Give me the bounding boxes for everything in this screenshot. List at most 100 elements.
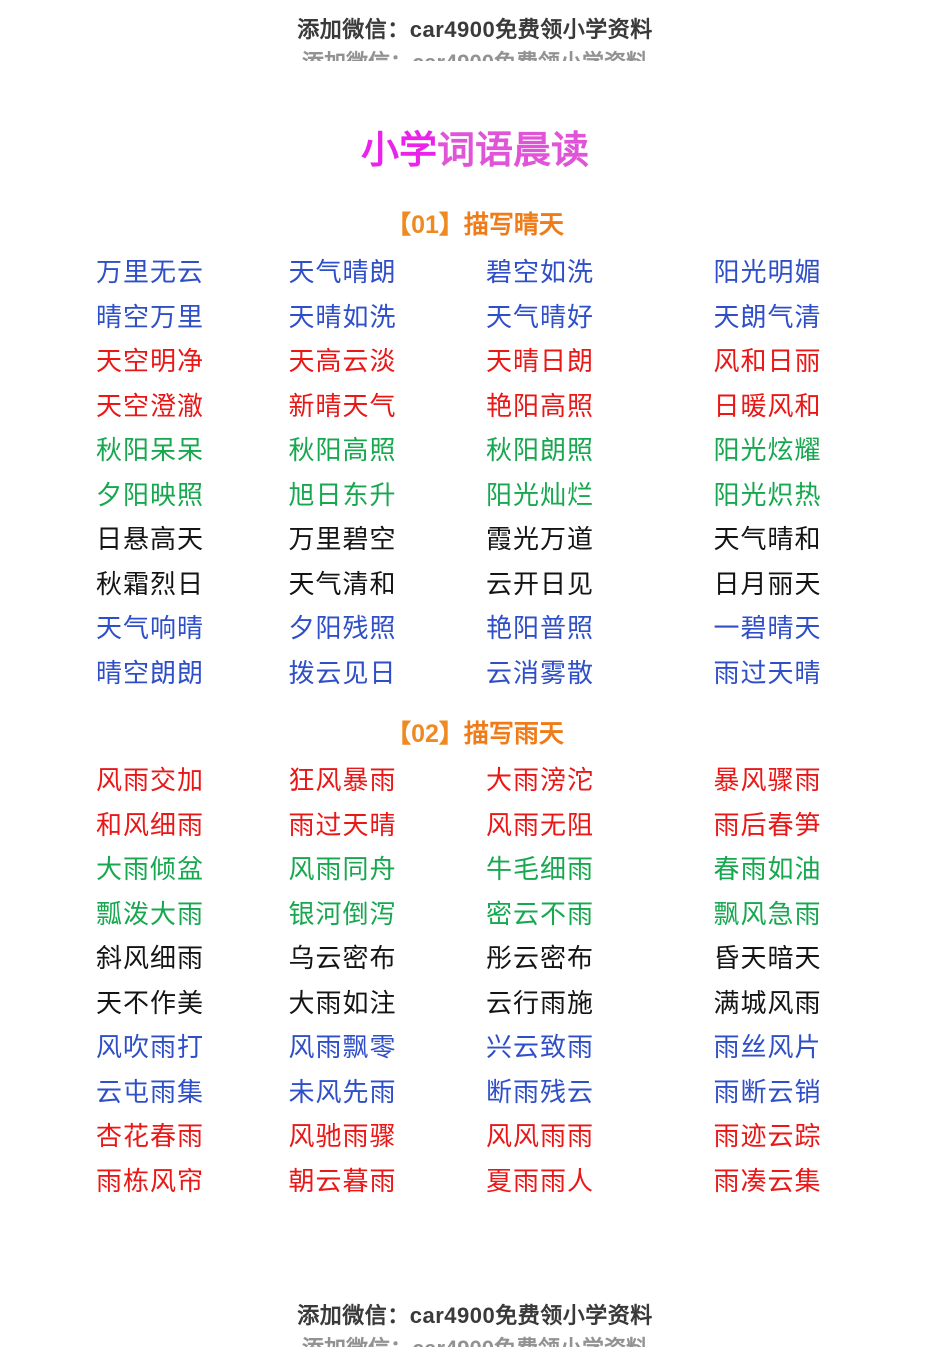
word-cell: 阳光明媚: [713, 257, 822, 288]
word-cell: 天气清和: [288, 568, 397, 599]
word-cell: 旭日东升: [288, 479, 397, 510]
word-cell: 秋阳朗照: [485, 435, 594, 466]
word-cell: 日月丽天: [713, 568, 822, 599]
word-cell: 风和日丽: [713, 346, 822, 377]
promo-footer-ghost: 添加微信：car4900免费领小学资料: [0, 1336, 950, 1347]
word-cell: 风雨交加: [95, 765, 204, 796]
word-row: 天空澄澈 新晴天气 艳阳高照 日暖风和: [55, 384, 895, 429]
word-row: 日悬高天 万里碧空 霞光万道 天气晴和: [55, 517, 895, 562]
word-cell: 秋阳高照: [288, 435, 397, 466]
word-cell: 雨凑云集: [713, 1165, 822, 1196]
word-grid-01: 万里无云 天气晴朗 碧空如洗 阳光明媚 晴空万里 天晴如洗 天气晴好 天朗气清 …: [55, 250, 895, 695]
word-cell: 雨迹云踪: [713, 1121, 822, 1152]
word-cell: 彤云密布: [485, 943, 594, 974]
word-cell: 晴空万里: [95, 301, 204, 332]
word-cell: 未风先雨: [288, 1076, 397, 1107]
word-cell: 新晴天气: [288, 390, 397, 421]
word-row: 风吹雨打 风雨飘零 兴云致雨 雨丝风片: [55, 1025, 895, 1070]
word-cell: 风吹雨打: [95, 1032, 204, 1063]
word-cell: 一碧晴天: [713, 613, 822, 644]
word-row: 瓢泼大雨 银河倒泻 密云不雨 飘风急雨: [55, 892, 895, 937]
word-cell: 风雨同舟: [288, 854, 397, 885]
word-cell: 碧空如洗: [485, 257, 594, 288]
word-cell: 雨丝风片: [713, 1032, 822, 1063]
word-cell: 阳光灿烂: [485, 479, 594, 510]
word-cell: 风驰雨骤: [288, 1121, 397, 1152]
word-cell: 雨栋风帘: [95, 1165, 204, 1196]
word-cell: 朝云暮雨: [288, 1165, 397, 1196]
word-cell: 艳阳高照: [485, 390, 594, 421]
word-row: 风雨交加 狂风暴雨 大雨滂沱 暴风骤雨: [55, 758, 895, 803]
word-cell: 云屯雨集: [95, 1076, 204, 1107]
word-row: 斜风细雨 乌云密布 彤云密布 昏天暗天: [55, 936, 895, 981]
word-row: 万里无云 天气晴朗 碧空如洗 阳光明媚: [55, 250, 895, 295]
word-row: 晴空朗朗 拨云见日 云消雾散 雨过天晴: [55, 651, 895, 696]
promo-header-ghost-text: 添加微信：car4900免费领小学资料: [302, 50, 648, 61]
word-cell: 狂风暴雨: [288, 765, 397, 796]
word-cell: 和风细雨: [95, 809, 204, 840]
word-cell: 瓢泼大雨: [95, 898, 204, 929]
word-cell: 暴风骤雨: [713, 765, 822, 796]
word-cell: 天气晴和: [713, 524, 822, 555]
word-row: 天气响晴 夕阳残照 艳阳普照 一碧晴天: [55, 606, 895, 651]
section-index-01: 【01】: [386, 211, 464, 239]
word-cell: 银河倒泻: [288, 898, 397, 929]
word-cell: 满城风雨: [713, 987, 822, 1018]
word-cell: 夕阳残照: [288, 613, 397, 644]
word-cell: 大雨如注: [288, 987, 397, 1018]
word-cell: 秋霜烈日: [95, 568, 204, 599]
word-grid-02: 风雨交加 狂风暴雨 大雨滂沱 暴风骤雨 和风细雨 雨过天晴 风雨无阻 雨后春笋 …: [55, 758, 895, 1203]
word-cell: 天空明净: [95, 346, 204, 377]
word-cell: 天气晴朗: [288, 257, 397, 288]
word-cell: 云行雨施: [485, 987, 594, 1018]
section-heading-01: 【01】描写晴天: [0, 209, 950, 241]
word-row: 和风细雨 雨过天晴 风雨无阻 雨后春笋: [55, 803, 895, 848]
word-cell: 晴空朗朗: [95, 657, 204, 688]
word-cell: 云消雾散: [485, 657, 594, 688]
section-name-02: 描写雨天: [463, 720, 564, 748]
word-cell: 乌云密布: [288, 943, 397, 974]
word-cell: 拨云见日: [288, 657, 397, 688]
word-cell: 雨过天晴: [713, 657, 822, 688]
word-cell: 夕阳映照: [95, 479, 204, 510]
promo-footer-text: 添加微信：car4900免费领小学资料: [297, 1303, 653, 1328]
word-cell: 夏雨雨人: [485, 1165, 594, 1196]
word-cell: 牛毛细雨: [485, 854, 594, 885]
word-row: 雨栋风帘 朝云暮雨 夏雨雨人 雨凑云集: [55, 1159, 895, 1204]
word-row: 夕阳映照 旭日东升 阳光灿烂 阳光炽热: [55, 473, 895, 518]
word-row: 天不作美 大雨如注 云行雨施 满城风雨: [55, 981, 895, 1026]
word-row: 大雨倾盆 风雨同舟 牛毛细雨 春雨如油: [55, 847, 895, 892]
word-cell: 昏天暗天: [713, 943, 822, 974]
word-cell: 雨后春笋: [713, 809, 822, 840]
word-cell: 密云不雨: [485, 898, 594, 929]
promo-footer-ghost-text: 添加微信：car4900免费领小学资料: [302, 1336, 648, 1347]
word-cell: 万里碧空: [288, 524, 397, 555]
word-cell: 断雨残云: [485, 1076, 594, 1107]
word-cell: 天晴日朗: [485, 346, 594, 377]
word-cell: 兴云致雨: [485, 1032, 594, 1063]
word-cell: 斜风细雨: [95, 943, 204, 974]
word-cell: 天朗气清: [713, 301, 822, 332]
word-cell: 天高云淡: [288, 346, 397, 377]
word-cell: 天不作美: [95, 987, 204, 1018]
promo-header-text: 添加微信：car4900免费领小学资料: [297, 17, 653, 42]
word-row: 云屯雨集 未风先雨 断雨残云 雨断云销: [55, 1070, 895, 1115]
word-cell: 雨过天晴: [288, 809, 397, 840]
word-cell: 杏花春雨: [95, 1121, 204, 1152]
page-title-part-2: 词语晨读: [437, 130, 590, 172]
word-cell: 风雨飘零: [288, 1032, 397, 1063]
page-title-part-1: 小学: [360, 130, 437, 172]
word-cell: 日暖风和: [713, 390, 822, 421]
word-cell: 日悬高天: [95, 524, 204, 555]
word-cell: 大雨滂沱: [485, 765, 594, 796]
word-row: 晴空万里 天晴如洗 天气晴好 天朗气清: [55, 295, 895, 340]
word-cell: 天气晴好: [485, 301, 594, 332]
word-cell: 阳光炫耀: [713, 435, 822, 466]
word-cell: 天气响晴: [95, 613, 204, 644]
word-cell: 飘风急雨: [713, 898, 822, 929]
word-cell: 风雨无阻: [485, 809, 594, 840]
word-row: 杏花春雨 风驰雨骤 风风雨雨 雨迹云踪: [55, 1114, 895, 1159]
word-cell: 霞光万道: [485, 524, 594, 555]
word-cell: 天空澄澈: [95, 390, 204, 421]
